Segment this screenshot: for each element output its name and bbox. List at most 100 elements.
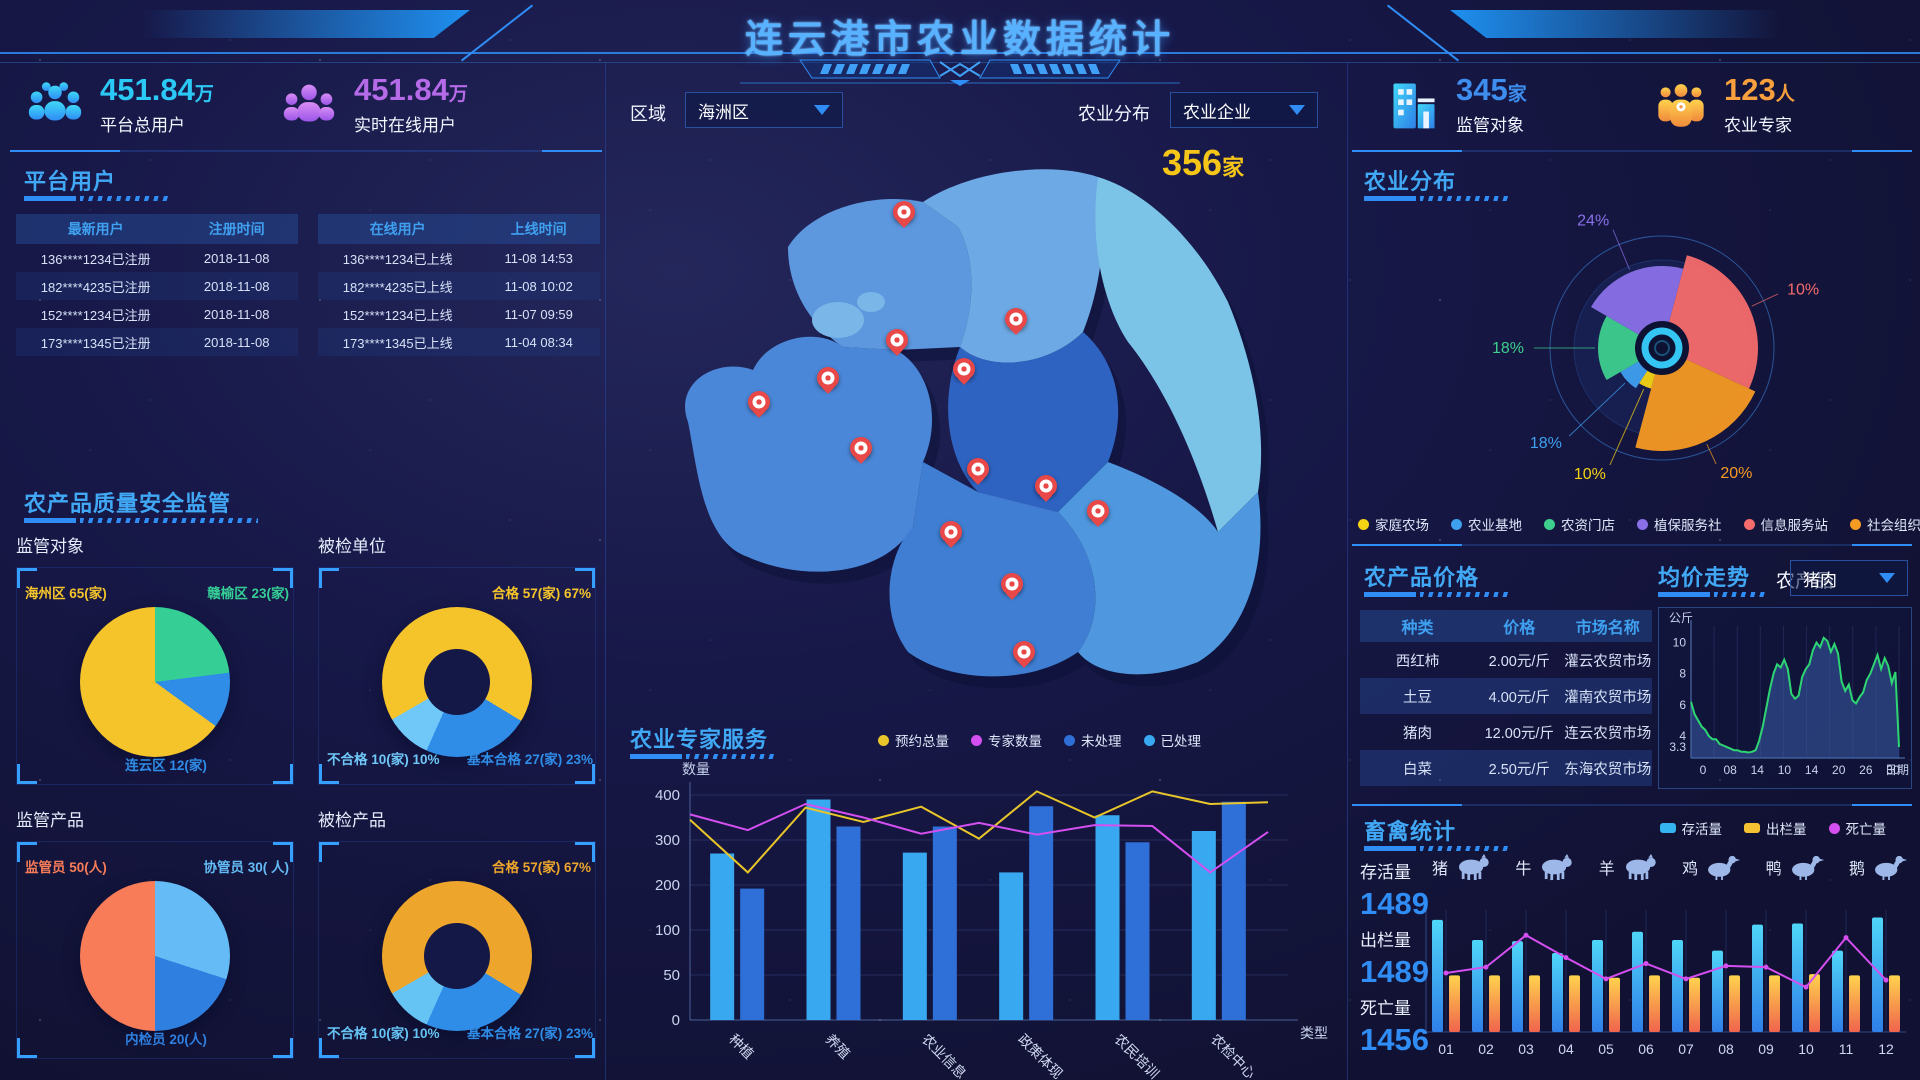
svg-text:种植: 种植 — [726, 1031, 757, 1062]
legend-item[interactable]: 预约总量 — [878, 730, 949, 750]
map-pin[interactable] — [748, 391, 770, 413]
legend-item[interactable]: 信息服务站 — [1743, 514, 1828, 534]
map-pin[interactable] — [1001, 573, 1023, 595]
svg-text:300: 300 — [655, 832, 680, 849]
distribution-rose-chart: 10% 20% 10% 18% 18% 24% — [1492, 213, 1819, 484]
column-header: 种类 — [1401, 620, 1434, 637]
table-row: 土豆 4.00元/斤 灌南农贸市场 — [1360, 678, 1652, 714]
map-pin[interactable] — [850, 437, 872, 459]
livestock-legend: 存活量 出栏量 死亡量 — [1659, 818, 1909, 838]
legend-item[interactable]: 已处理 — [1143, 730, 1201, 750]
animal-item[interactable]: 羊 — [1599, 854, 1658, 880]
svg-text:04: 04 — [1558, 1041, 1574, 1057]
map-pin[interactable] — [940, 521, 962, 543]
legend-mark — [1451, 518, 1462, 530]
experts-icon — [1658, 83, 1704, 127]
chart-panel: 赣榆区 23(家) 连云区 12(家) 海州区 65(家) — [16, 567, 294, 785]
legend-item[interactable]: 死亡量 — [1828, 818, 1886, 838]
header-line-2 — [0, 62, 1920, 63]
table-cell: 灌南农贸市场 — [1564, 689, 1652, 706]
slice-label: 合格 57(家) 67% — [491, 860, 591, 875]
legend-item[interactable]: 专家数量 — [971, 730, 1042, 750]
svg-text:30: 30 — [1886, 763, 1900, 777]
map-pin[interactable] — [1005, 308, 1027, 330]
table-row: 白菜 2.50元/斤 东海农贸市场 — [1360, 750, 1652, 786]
slice-label: 内检员 20(人) — [125, 1032, 207, 1047]
donut-hole — [424, 649, 490, 715]
legend-item[interactable]: 植保服务社 — [1637, 514, 1722, 534]
price-table: 种类 价格 市场名称 西红柿 2.00元/斤 灌云农贸市场 土豆 4.00元/斤 灌南农贸市场猪… — [1360, 610, 1652, 786]
pig-icon — [1453, 854, 1491, 880]
table-row: 136****1234已上线 11-08 14:53 — [318, 244, 600, 272]
legend-mark — [1358, 518, 1369, 530]
table-cell: 2018-11-08 — [203, 306, 270, 322]
section-underline — [1364, 196, 1514, 201]
table-cell: 11-04 08:34 — [504, 334, 573, 350]
column-header: 上线时间 — [510, 221, 567, 237]
slice-label: 基本合格 27(家) 23% — [466, 752, 593, 767]
section-underline — [1658, 592, 1768, 597]
legend-item[interactable]: 存活量 — [1659, 818, 1723, 838]
chevron-down-icon — [1289, 105, 1305, 115]
product-select[interactable]: 猪肉 — [1790, 560, 1908, 596]
chart-panel: 合格 57(家) 67% 基本合格 27(家) 23% 不合格 10(家) 10% — [318, 841, 596, 1059]
table-header-row: 在线用户 上线时间 — [318, 214, 600, 244]
table-cell: 猪肉 — [1403, 725, 1433, 742]
online-users-stat: 451.84万 实时在线用户 — [278, 73, 468, 136]
section-underline — [1364, 846, 1514, 851]
newest-users-table: 最新用户 注册时间 136****1234已注册 2018-11-08 182****4… — [16, 214, 298, 356]
distribution-select[interactable]: 农业企业 — [1170, 92, 1318, 128]
table-row: 182****4235已上线 11-08 10:02 — [318, 272, 600, 300]
animal-label: 猪 — [1432, 861, 1449, 878]
map-pin[interactable] — [1035, 475, 1057, 497]
table-cell: 东海农贸市场 — [1564, 761, 1652, 778]
table-cell: 152****1234已上线 — [342, 307, 453, 323]
legend-item[interactable]: 农业基地 — [1451, 514, 1522, 534]
page-title: 连云港市农业数据统计 — [744, 19, 1175, 61]
legend-item[interactable]: 社会组织 — [1850, 514, 1920, 534]
distribution-legend: 家庭农场 农业基地 农资门店 植保服务社 信息服务站 社会组织 — [1358, 514, 1920, 534]
svg-text:07: 07 — [1678, 1041, 1694, 1057]
section-underline — [24, 196, 174, 201]
map-pin[interactable] — [1087, 500, 1109, 522]
supervision-chart: 监管对象 赣榆区 23(家) 连云区 12(家) 海州区 65(家) — [16, 532, 294, 785]
legend-mark — [1850, 518, 1861, 530]
livestock-stat-value: 1489 — [1360, 886, 1429, 921]
section-divider — [1352, 150, 1912, 152]
cow-icon — [1536, 854, 1574, 880]
svg-text:公斤: 公斤 — [1669, 611, 1693, 625]
region-select[interactable]: 海洲区 — [685, 92, 843, 128]
table-row: 136****1234已注册 2018-11-08 — [16, 244, 298, 272]
legend-label: 存活量 — [1681, 822, 1723, 837]
legend-item[interactable]: 农资门店 — [1544, 514, 1615, 534]
chart-title: 被检产品 — [318, 811, 386, 830]
slice-label: 监管员 50(人) — [25, 860, 107, 875]
map-pin[interactable] — [953, 358, 975, 380]
svg-text:14: 14 — [1805, 763, 1819, 777]
animal-item[interactable]: 鹅 — [1849, 854, 1908, 880]
map-pin[interactable] — [886, 329, 908, 351]
legend-item[interactable]: 家庭农场 — [1358, 514, 1429, 534]
map-pin[interactable] — [817, 367, 839, 389]
livestock-stat: 存活量 1489 — [1360, 858, 1429, 922]
map-pin[interactable] — [893, 201, 915, 223]
animal-item[interactable]: 鸭 — [1766, 854, 1825, 880]
animal-item[interactable]: 牛 — [1515, 854, 1574, 880]
legend-item[interactable]: 未处理 — [1064, 730, 1122, 750]
legend-item[interactable]: 出栏量 — [1744, 818, 1807, 838]
svg-text:10: 10 — [1778, 763, 1792, 777]
map-pin[interactable] — [967, 458, 989, 480]
column-header: 最新用户 — [67, 221, 124, 237]
svg-text:100: 100 — [655, 922, 680, 939]
animal-item[interactable]: 猪 — [1432, 854, 1491, 880]
legend-label: 社会组织 — [1867, 518, 1920, 533]
animal-label: 牛 — [1515, 861, 1532, 878]
slice-label: 连云区 12(家) — [125, 758, 207, 773]
map-pin[interactable] — [1013, 641, 1035, 663]
chart-panel: 合格 57(家) 67% 基本合格 27(家) 23% 不合格 10(家) 10% — [318, 567, 596, 785]
svg-text:3.3: 3.3 — [1669, 740, 1686, 754]
panel-divider-left — [605, 62, 606, 1080]
animal-item[interactable]: 鸡 — [1682, 854, 1741, 880]
duck-icon — [1787, 854, 1825, 880]
region-select-value: 海洲区 — [698, 102, 749, 122]
